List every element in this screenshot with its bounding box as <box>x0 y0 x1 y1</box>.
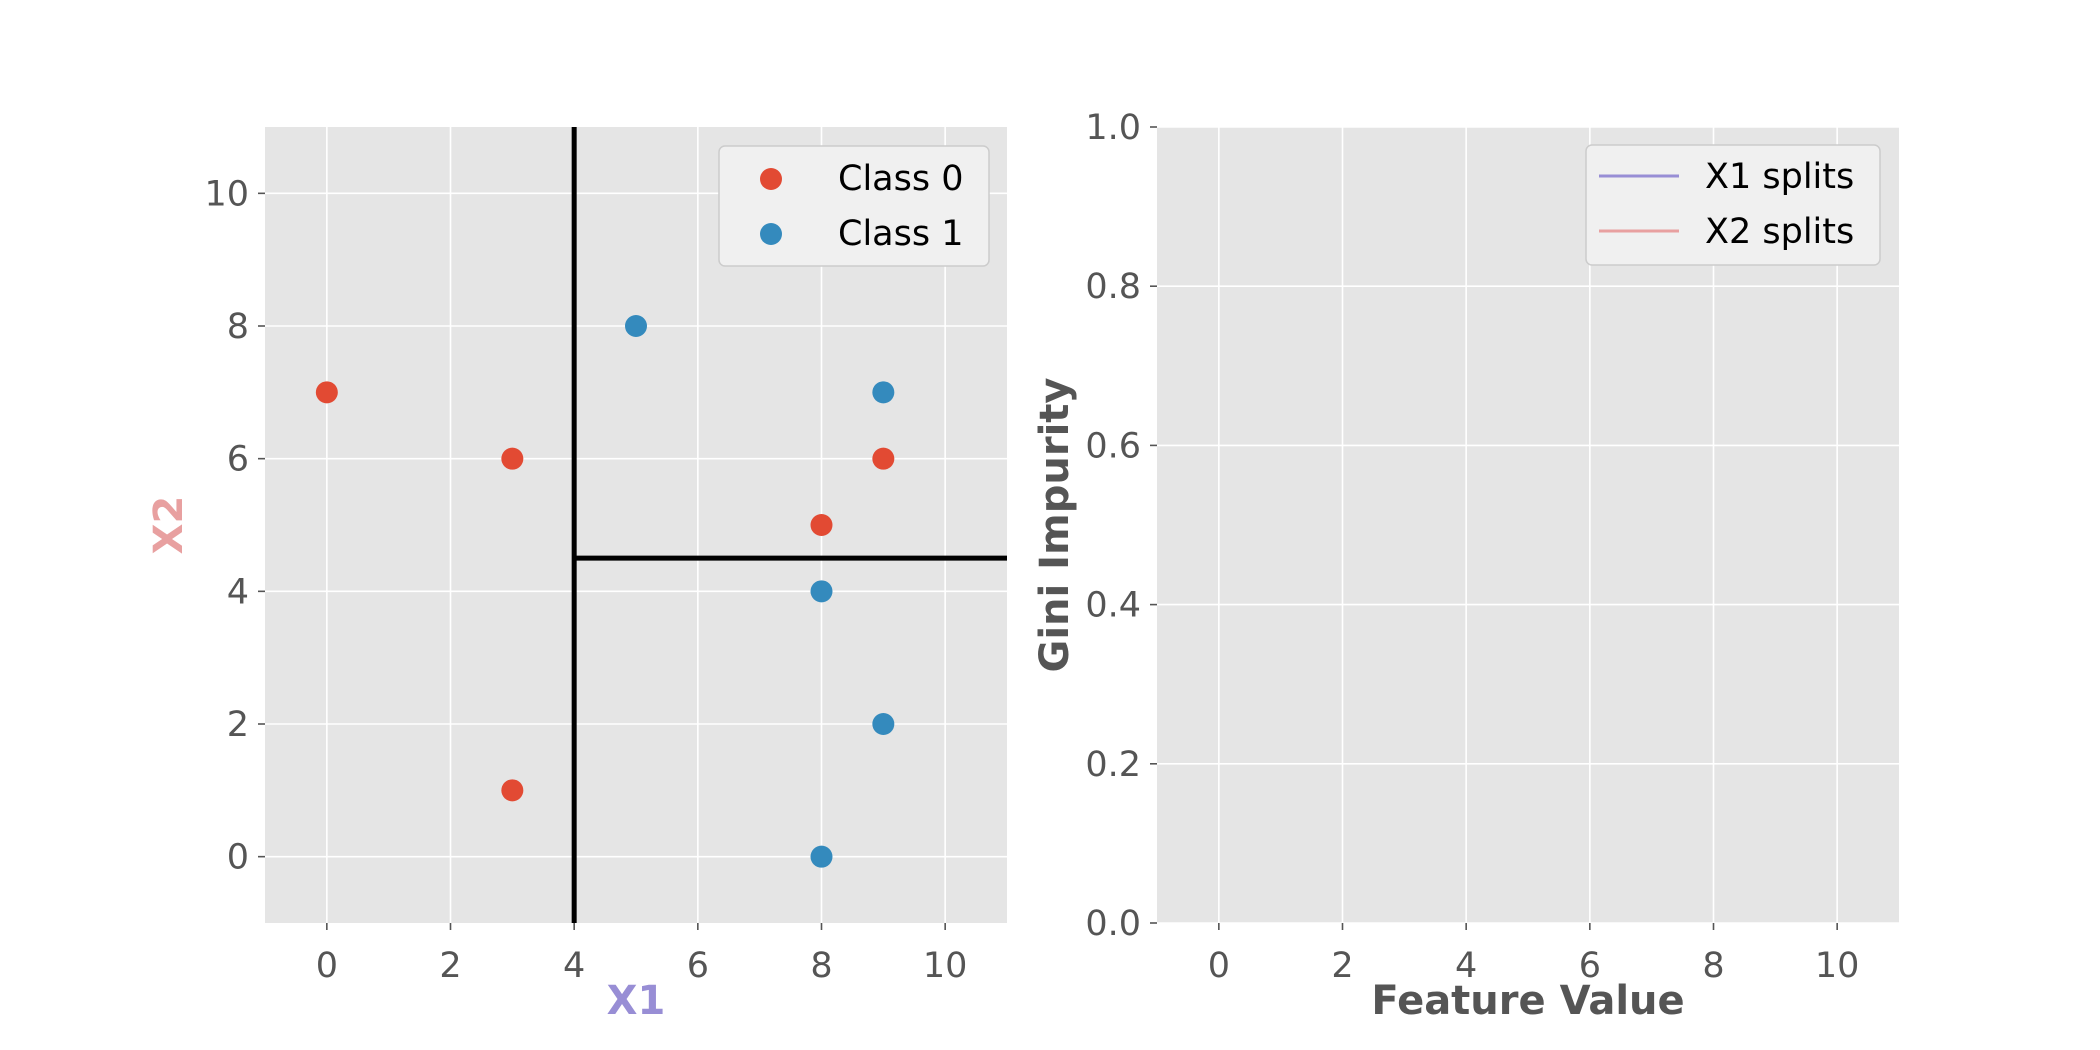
x-tick-label: 0 <box>1208 946 1230 986</box>
x-tick-label: 6 <box>1579 946 1601 986</box>
scatter-y-axis-label: X2 <box>146 496 192 555</box>
class-1-point <box>810 845 833 868</box>
y-tick-label: 1.0 <box>1085 108 1141 148</box>
scatter-legend: Class 0 Class 1 <box>718 145 990 267</box>
legend-marker-class-1 <box>760 223 782 245</box>
scatter-tick-labels: 0 2 4 6 8 10 0 2 4 6 8 10 <box>204 174 967 986</box>
scatter-legend-box <box>718 145 990 267</box>
x-tick-label: 0 <box>316 946 338 986</box>
y-tick-label: 0 <box>227 838 249 878</box>
legend-label-class-1: Class 1 <box>838 214 963 254</box>
y-tick-label: 0.8 <box>1085 267 1141 307</box>
x-tick-label: 2 <box>439 946 461 986</box>
legend-marker-class-0 <box>760 168 782 190</box>
gini-panel: 0 2 4 6 8 100.00.20.40.60.81.0 Feature Value … <box>1032 108 1899 1024</box>
legend-label-x2-splits: X2 splits <box>1705 212 1854 252</box>
x-tick-label: 2 <box>1331 946 1353 986</box>
x-tick-label: 4 <box>1455 946 1477 986</box>
y-tick-label: 4 <box>227 572 249 612</box>
x-tick-label: 6 <box>687 946 709 986</box>
x-tick-label: 8 <box>810 946 832 986</box>
legend-label-class-0: Class 0 <box>838 159 963 199</box>
gini-legend: X1 splits X2 splits <box>1585 144 1881 266</box>
class-0-point <box>872 447 895 470</box>
scatter-x-axis-label: X1 <box>607 978 666 1024</box>
x-tick-label: 8 <box>1702 946 1724 986</box>
gini-y-axis-label: Gini Impurity <box>1032 378 1078 673</box>
class-1-point <box>872 713 895 735</box>
class-0-point <box>810 514 833 536</box>
class-0-point <box>315 381 338 404</box>
y-tick-label: 6 <box>227 440 249 480</box>
legend-label-x1-splits: X1 splits <box>1705 157 1854 197</box>
class-1-point <box>625 315 647 337</box>
class-0-point <box>501 779 524 802</box>
y-tick-label: 8 <box>227 307 249 347</box>
y-tick-label: 0.6 <box>1085 426 1141 466</box>
class-1-point <box>872 381 895 404</box>
scatter-points <box>315 315 895 868</box>
x-tick-label: 10 <box>1815 946 1860 986</box>
y-tick-label: 2 <box>227 705 249 745</box>
y-tick-label: 0.2 <box>1085 745 1141 785</box>
gini-gridlines <box>1157 126 1899 924</box>
x-tick-label: 4 <box>563 946 585 986</box>
gini-tick-labels: 0 2 4 6 8 10 0.0 0.2 0.4 0.6 0.8 1.0 <box>1085 108 1859 986</box>
y-tick-label: 0.0 <box>1085 904 1141 944</box>
y-tick-label: 10 <box>204 174 249 214</box>
y-tick-label: 0.4 <box>1085 586 1141 626</box>
gini-x-axis-label: Feature Value <box>1371 978 1684 1024</box>
decision-split-lines <box>571 127 1007 923</box>
scatter-panel: 0 2 4 6 8 10 0 2 4 6 8 10 X1 X2 Class 0 Class 1 <box>146 127 1007 1024</box>
class-0-point <box>501 447 524 470</box>
class-1-point <box>810 580 833 603</box>
x-tick-label: 10 <box>923 946 968 986</box>
